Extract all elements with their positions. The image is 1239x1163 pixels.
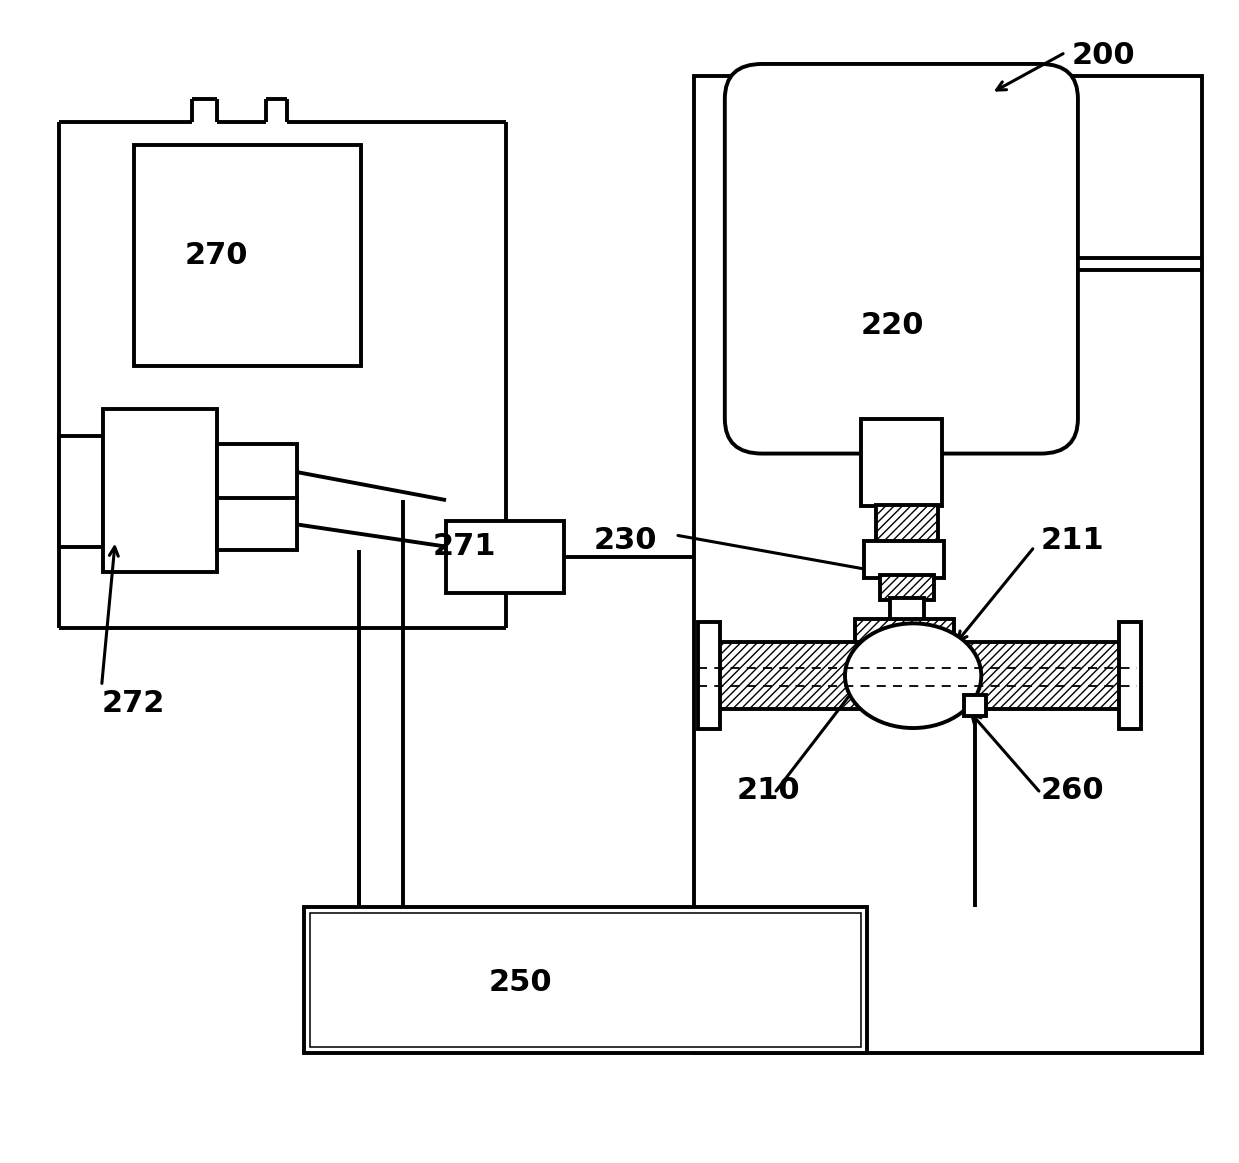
FancyBboxPatch shape bbox=[725, 64, 1078, 454]
Bar bbox=[890, 598, 924, 621]
Bar bbox=[880, 575, 934, 600]
Bar bbox=[698, 622, 720, 729]
Bar bbox=[1119, 622, 1141, 729]
Text: 210: 210 bbox=[736, 777, 800, 805]
Bar bbox=[103, 409, 217, 572]
Bar bbox=[59, 436, 103, 547]
Bar bbox=[964, 695, 986, 716]
Text: 271: 271 bbox=[432, 533, 497, 561]
Bar bbox=[939, 642, 1123, 709]
Bar bbox=[876, 505, 938, 543]
Bar bbox=[304, 907, 867, 1053]
Bar bbox=[134, 145, 361, 366]
Bar bbox=[217, 444, 297, 500]
Text: 260: 260 bbox=[1041, 777, 1104, 805]
Text: 250: 250 bbox=[488, 969, 553, 997]
Ellipse shape bbox=[845, 623, 981, 728]
Bar bbox=[694, 76, 1202, 1053]
Bar bbox=[310, 913, 861, 1047]
Bar bbox=[864, 541, 944, 578]
Text: 200: 200 bbox=[1072, 42, 1135, 70]
Bar bbox=[855, 619, 954, 642]
Text: 270: 270 bbox=[185, 242, 249, 270]
Text: 211: 211 bbox=[1041, 527, 1104, 555]
Bar bbox=[861, 419, 942, 506]
Bar bbox=[217, 498, 297, 550]
Text: 272: 272 bbox=[102, 690, 165, 718]
FancyBboxPatch shape bbox=[762, 99, 1041, 419]
Text: 230: 230 bbox=[593, 527, 657, 555]
Text: 220: 220 bbox=[860, 312, 924, 340]
Bar bbox=[446, 521, 564, 593]
Bar bbox=[716, 642, 875, 709]
